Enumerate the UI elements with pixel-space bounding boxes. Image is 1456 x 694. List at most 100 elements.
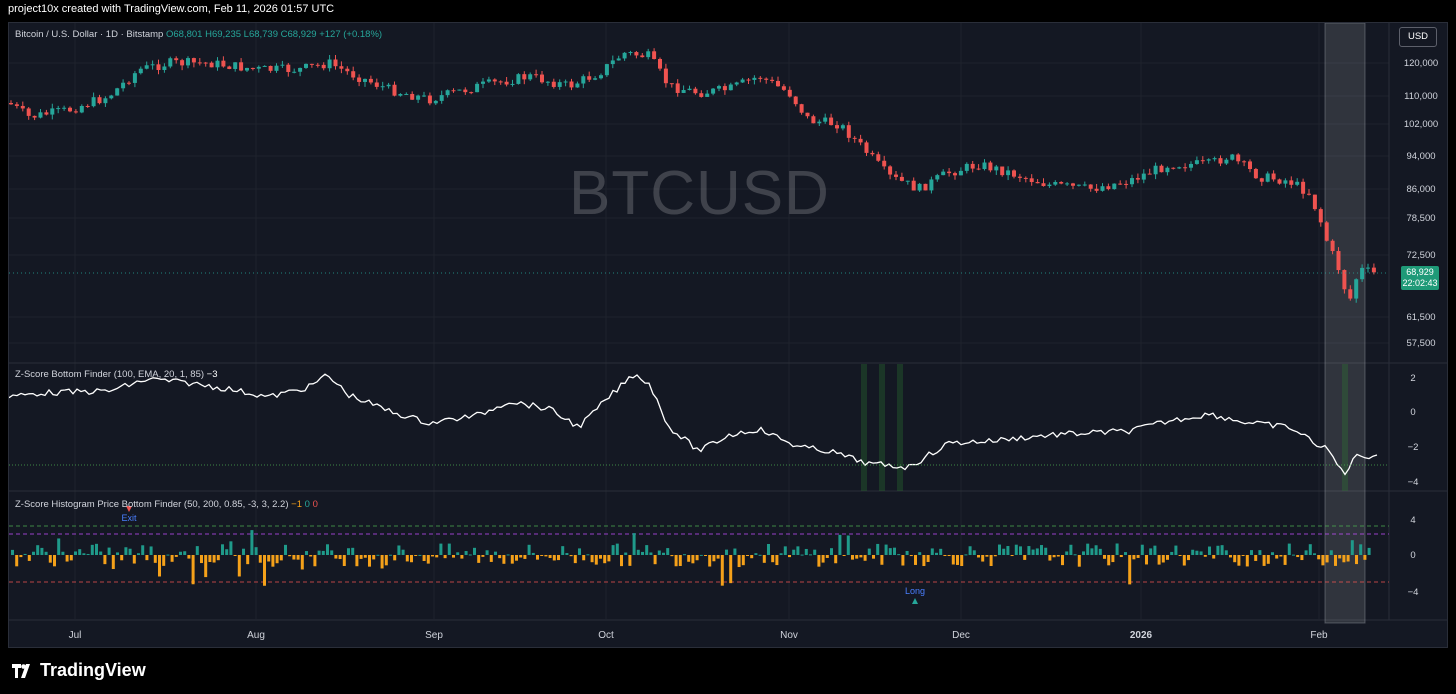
candle-body [604,64,609,76]
histogram-bar [1073,554,1077,556]
symbol-legend[interactable]: Bitcoin / U.S. Dollar · 1D · Bitstamp O6… [15,29,382,40]
histogram-bar [1308,544,1312,555]
histogram-bar [603,555,607,564]
histogram-bar [313,555,317,567]
histogram-bar [221,544,224,555]
histogram-bar [32,551,35,555]
histogram-bar [1187,555,1190,561]
histogram-bar [800,554,804,556]
candle-body [1053,182,1058,185]
histogram-bar [1350,540,1354,555]
histogram-bar [960,555,964,567]
histogram-bar [1019,546,1022,555]
candle-body [894,174,898,177]
price-axis-label: 102,000 [1404,119,1438,130]
histogram-bar [464,551,468,555]
candle-body [811,116,816,124]
histogram-bar [376,554,380,556]
candle-body [1159,165,1164,173]
histogram-bar [620,555,623,567]
histogram-bar [754,553,758,555]
candle-body [469,92,474,94]
histogram-bar [40,547,44,555]
price-axis-label: 120,000 [1404,58,1438,69]
candle-body [1153,165,1158,175]
candle-body [492,79,497,82]
indicator2-legend[interactable]: Z-Score Histogram Price Bottom Finder (5… [15,499,318,510]
histogram-bar [1153,545,1157,555]
low-value: L68,739 [243,29,278,40]
candle-body [209,62,214,68]
histogram-bar [1304,550,1308,555]
histogram-bar [914,555,917,565]
histogram-bar [418,554,422,556]
candle-body [752,77,757,80]
histogram-bar [111,555,115,570]
candle-body [1141,173,1146,180]
chart-canvas[interactable]: 120,000 110,000 102,000 94,000 86,000 78,500 7… [9,23,1448,648]
candle-body [457,89,462,91]
histogram-bar [1220,545,1224,555]
histogram-bar [859,555,863,558]
candle-body [870,152,875,155]
time-axis-label: Nov [780,630,798,641]
tradingview-branding[interactable]: TradingView [12,660,146,681]
histogram-bar [1342,555,1346,563]
candle-body [368,78,373,83]
candle-body [557,82,562,87]
histogram-bar [431,555,434,557]
candle-body [32,115,37,118]
histogram-bar [1203,555,1207,557]
candle-body [1307,193,1311,195]
histogram-bar [817,555,821,567]
histogram-bar [326,544,329,555]
candle-body [587,76,592,80]
histogram-bar [540,555,544,556]
histogram-bar [389,554,392,556]
candle-body [1124,183,1129,185]
candle-body [852,137,857,139]
histogram-bar [183,551,187,555]
histogram-bar [594,555,598,565]
histogram-bar [590,555,594,563]
histogram-bar [1363,555,1367,560]
candle-body [1177,167,1182,169]
candle-body [817,121,822,124]
currency-button[interactable]: USD [1399,27,1437,47]
histogram-bar [1115,543,1119,555]
histogram-bar [733,548,737,555]
candle-body [1366,267,1370,269]
candle-body [239,62,244,71]
chart-area[interactable]: 120,000 110,000 102,000 94,000 86,000 78,500 7… [8,22,1448,648]
indicator1-legend[interactable]: Z-Score Bottom Finder (100, EMA, 20, 1, … [15,369,218,380]
candle-body [386,84,391,87]
histogram-bar [552,555,556,561]
candle-body [1348,289,1353,299]
histogram-bar [342,555,346,567]
candle-body [534,74,539,76]
candle-body [1312,194,1317,210]
candle-body [191,58,196,63]
candle-body [575,83,580,88]
candle-body [1100,186,1105,191]
histogram-bar [767,544,770,555]
candle-body [758,77,763,79]
histogram-bar [737,555,741,568]
histogram-bar [473,547,476,555]
candle-body [398,93,403,96]
indicator1-axis-label: 2 [1410,373,1415,384]
histogram-bar [851,555,854,560]
histogram-bar [279,555,283,561]
candle-body [392,84,397,96]
indicator2-v2: 0 [304,499,310,510]
histogram-bar [746,555,749,556]
histogram-bar [296,555,300,560]
long-label: Long [905,586,925,596]
histogram-bar [796,546,800,555]
candle-body [1082,184,1087,186]
candle-body [1017,176,1022,178]
long-marker-icon [912,598,918,604]
histogram-bar [1145,555,1148,565]
candle-body [1041,183,1046,187]
histogram-bar [699,554,703,556]
